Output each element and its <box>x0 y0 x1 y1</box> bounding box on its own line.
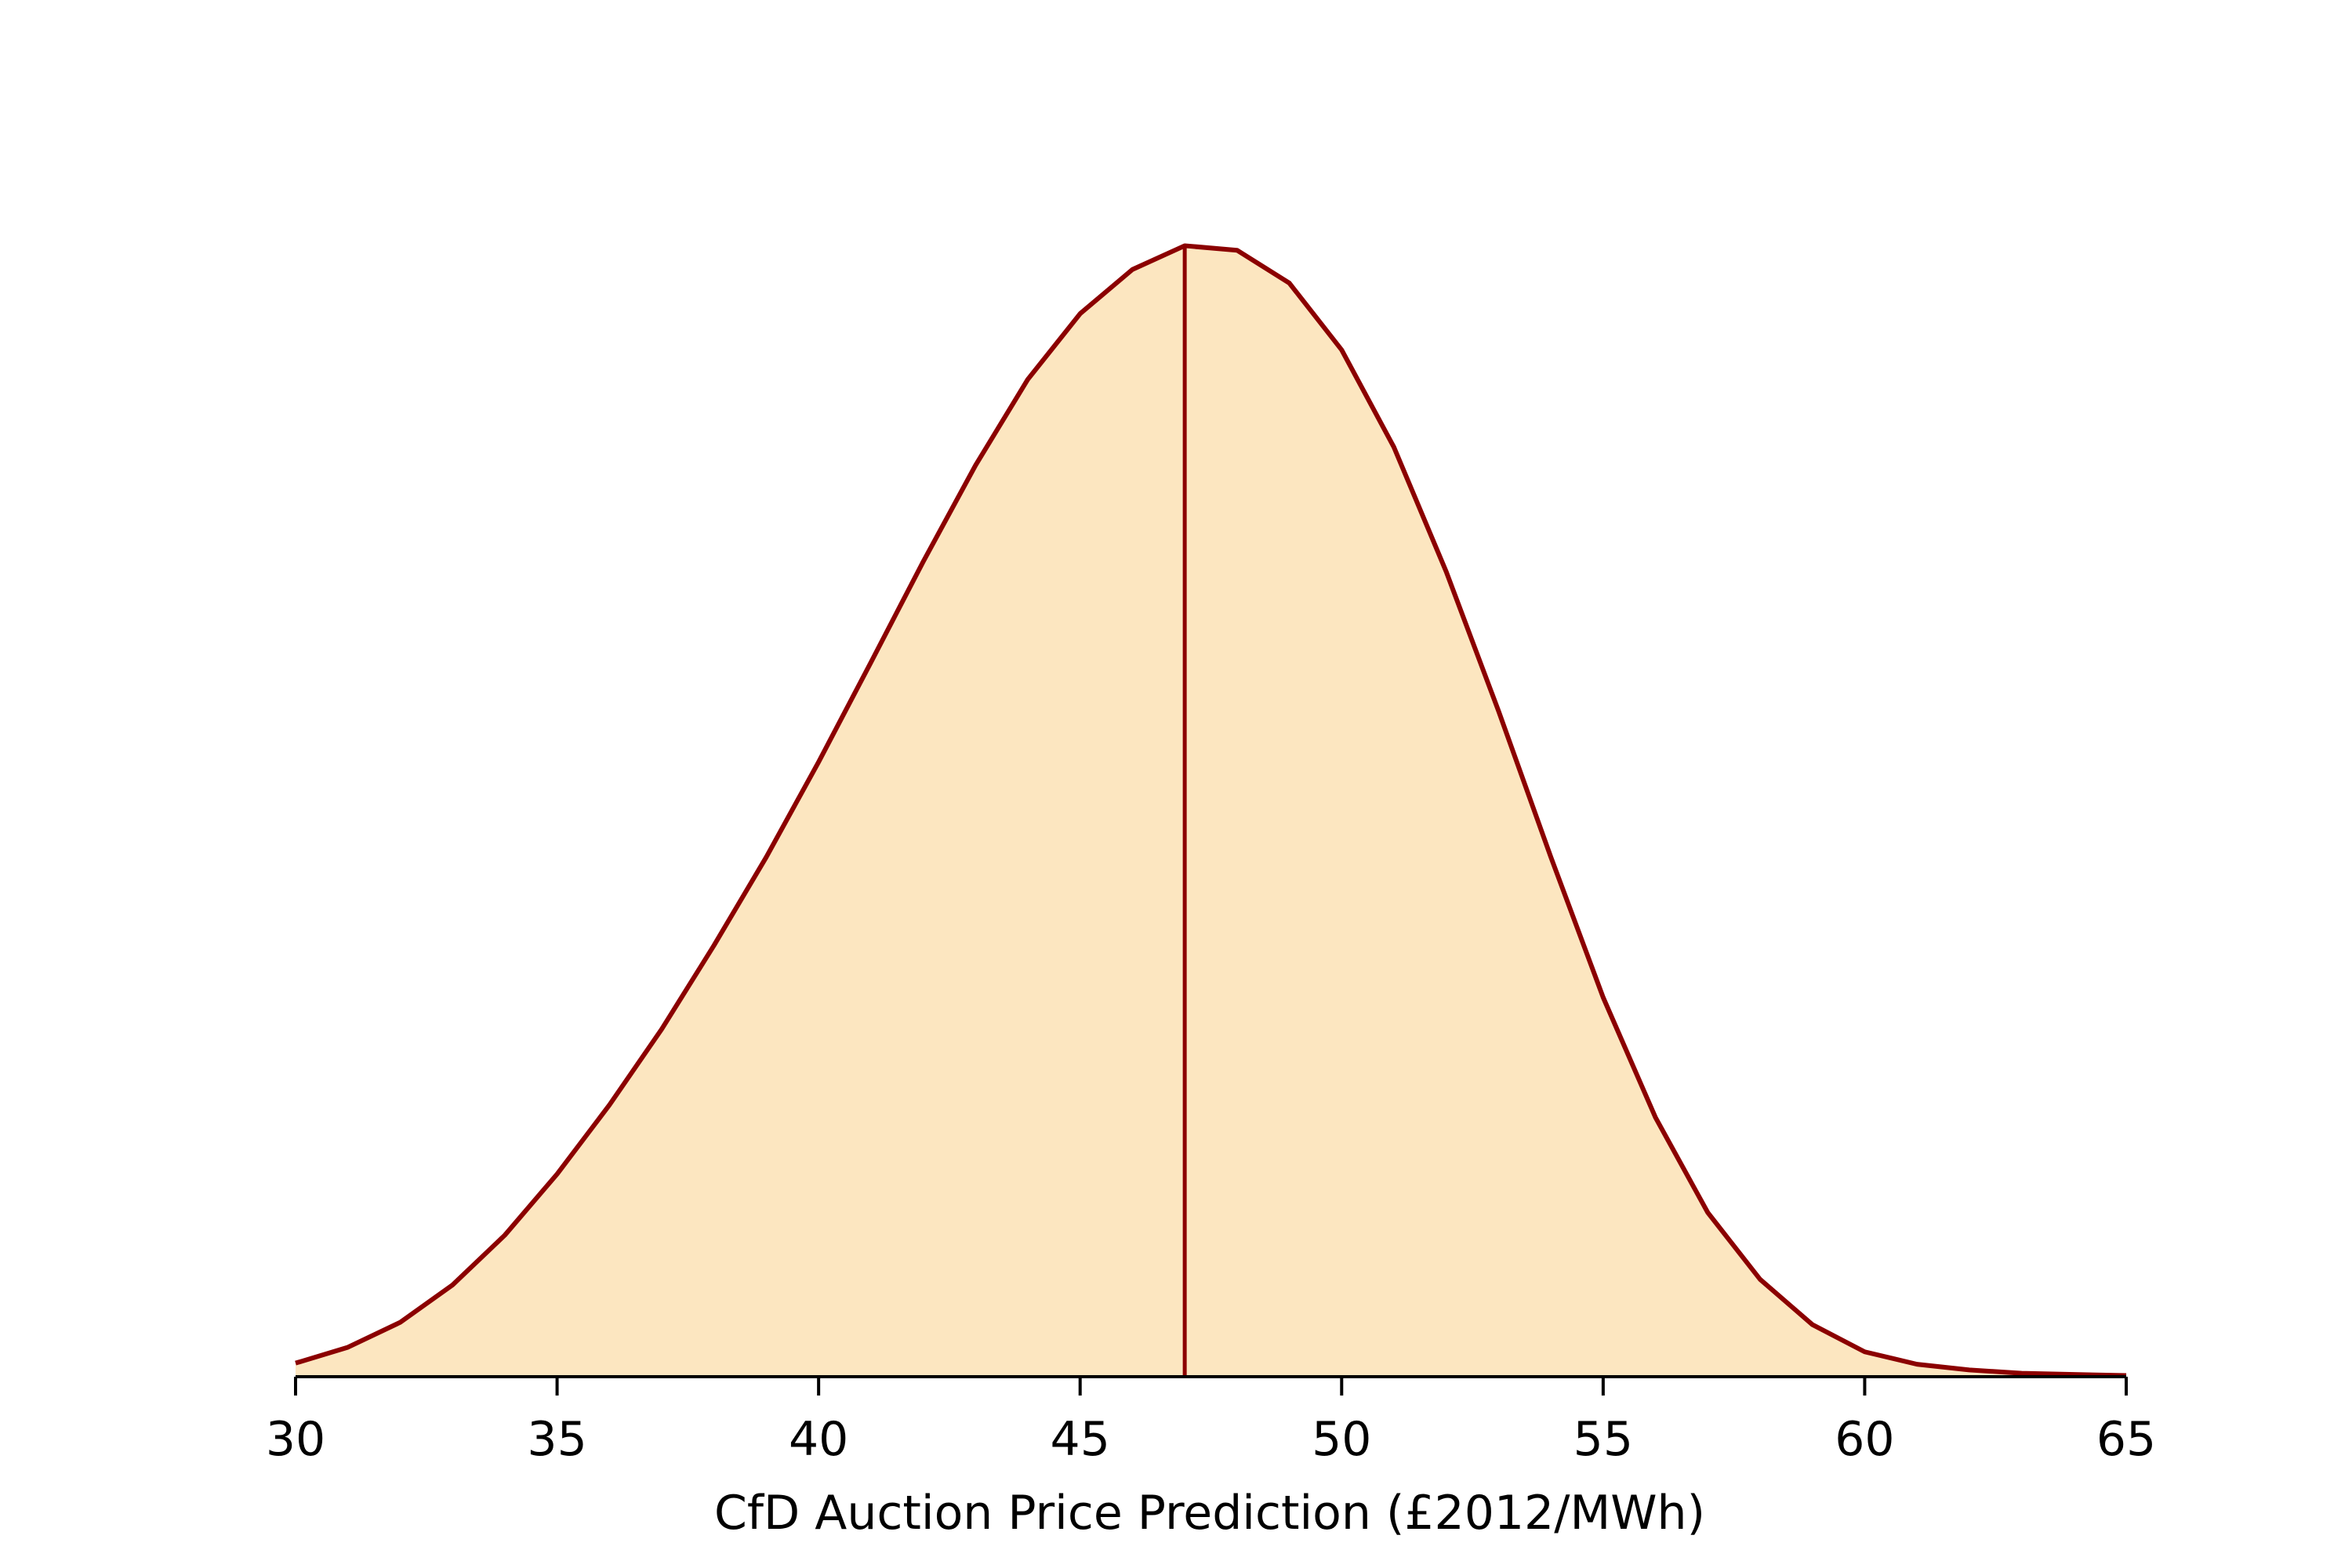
plot-area <box>295 243 2127 1378</box>
x-tick-label-40: 40 <box>789 1412 848 1467</box>
x-tick-label-30: 30 <box>266 1412 325 1467</box>
x-tick-label-45: 45 <box>1051 1412 1110 1467</box>
density-curve-line <box>295 243 2127 1378</box>
x-tick-label-50: 50 <box>1312 1412 1371 1467</box>
x-tick-label-55: 55 <box>1573 1412 1633 1467</box>
density-area-fill <box>296 245 2126 1377</box>
x-tick-label-60: 60 <box>1835 1412 1894 1467</box>
x-axis-title: CfD Auction Price Prediction (£2012/MWh) <box>714 1486 1705 1541</box>
x-axis: 30 35 40 45 50 55 60 65 <box>266 1375 2156 1467</box>
x-tick-label-35: 35 <box>527 1412 586 1467</box>
x-tick-label-65: 65 <box>2096 1412 2156 1467</box>
